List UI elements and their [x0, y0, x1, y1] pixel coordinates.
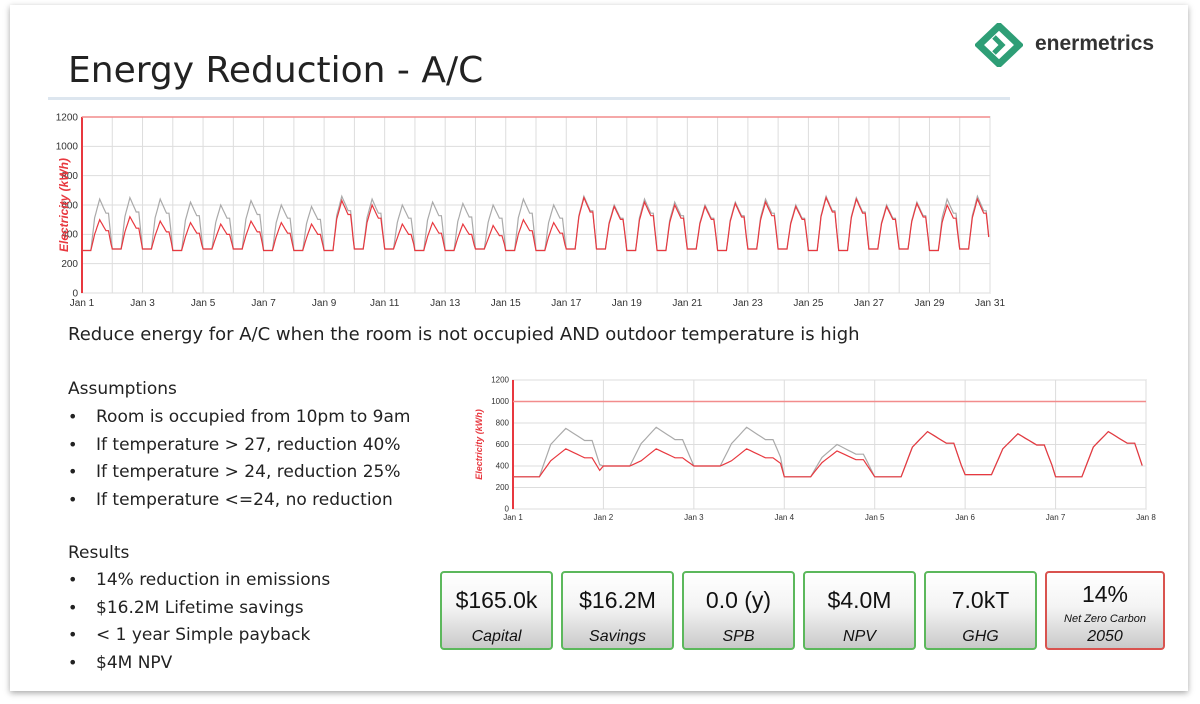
kpi-value: $165.0k [455, 587, 538, 613]
x-tick-label: Jan 29 [914, 298, 944, 309]
x-tick-label: Jan 8 [1136, 513, 1156, 522]
x-tick-label: Jan 25 [793, 298, 823, 309]
x-tick-label: Jan 7 [251, 298, 276, 309]
y-tick-label: 400 [496, 462, 510, 471]
kpi-npv: $4.0M NPV [803, 571, 916, 650]
kpi-ghg: 7.0kT GHG [924, 571, 1037, 650]
brand-name: enermetrics [1035, 32, 1155, 55]
list-item: If temperature <=24, no reduction [68, 486, 410, 514]
y-tick-label: 0 [505, 505, 510, 514]
y-tick-label: 400 [61, 230, 78, 241]
y-axis-label: Electricity (kWh) [474, 409, 484, 480]
x-tick-label: Jan 4 [774, 513, 794, 522]
y-tick-label: 200 [61, 259, 78, 270]
x-tick-label: Jan 11 [370, 298, 400, 309]
y-axis-label: Electricity (kWh) [57, 158, 71, 252]
kpi-spb: 0.0 (y) SPB [682, 571, 795, 650]
slide: Energy Reduction - A/C enermetrics 0 200 4… [10, 5, 1188, 691]
kpi-label: NPV [843, 628, 876, 645]
monthly-electricity-chart: 0 200 400 600 800 1000 1200 Jan 1 Jan 3 Jan 5 Jan … [56, 112, 1006, 309]
list-item: If temperature > 27, reduction 40% [68, 431, 410, 459]
y-tick-label: 800 [61, 171, 78, 182]
x-tick-label: Jan 15 [491, 298, 521, 309]
x-tick-label: Jan 31 [975, 298, 1005, 309]
x-tick-label: Jan 9 [312, 298, 337, 309]
x-tick-label: Jan 5 [191, 298, 216, 309]
kpi-value: 14% [1081, 581, 1129, 607]
kpi-value: $16.2M [579, 587, 656, 613]
assumptions-heading: Assumptions [68, 379, 177, 399]
slide-subtitle: Reduce energy for A/C when the room is n… [68, 324, 860, 345]
x-tick-label: Jan 3 [130, 298, 155, 309]
assumptions-list: Room is occupied from 10pm to 9am If tem… [68, 403, 410, 513]
enermetrics-logo-icon [973, 21, 1025, 69]
x-tick-label: Jan 21 [672, 298, 702, 309]
y-tick-label: 0 [72, 288, 78, 299]
kpi-label: Savings [589, 628, 646, 645]
kpi-net-zero: 14% Net Zero Carbon 2050 [1045, 571, 1165, 650]
y-tick-label: 600 [61, 200, 78, 211]
x-tick-label: Jan 6 [955, 513, 975, 522]
list-item: < 1 year Simple payback [68, 621, 330, 649]
x-tick-label: Jan 1 [70, 298, 95, 309]
kpi-savings: $16.2M Savings [561, 571, 674, 650]
reduced-series-line [513, 430, 1143, 478]
results-list: 14% reduction in emissions $16.2M Lifeti… [68, 566, 330, 676]
brand-logo: enermetrics [973, 21, 1175, 69]
kpi-label-year: 2050 [1087, 628, 1123, 645]
kpi-value: 0.0 (y) [705, 587, 772, 613]
x-tick-label: Jan 5 [865, 513, 885, 522]
x-tick-label: Jan 13 [430, 298, 460, 309]
list-item: 14% reduction in emissions [68, 566, 330, 594]
x-tick-label: Jan 19 [612, 298, 642, 309]
y-tick-label: 1000 [491, 397, 509, 406]
y-tick-label: 200 [496, 483, 510, 492]
x-tick-label: Jan 23 [733, 298, 763, 309]
y-tick-label: 1200 [491, 376, 509, 385]
kpi-label: Capital [471, 628, 522, 645]
kpi-value: 7.0kT [951, 587, 1010, 613]
kpi-value: $4.0M [827, 587, 892, 613]
kpi-label: Net Zero Carbon [1064, 613, 1146, 625]
y-tick-label: 600 [496, 440, 510, 449]
weekly-electricity-chart: 0 200 400 600 800 1000 1200 Jan 1 Jan 2 Jan 3 Jan … [474, 376, 1156, 522]
list-item: If temperature > 24, reduction 25% [68, 458, 410, 486]
y-tick-label: 1000 [56, 142, 79, 153]
list-item: $16.2M Lifetime savings [68, 594, 330, 622]
list-item: $4M NPV [68, 649, 330, 677]
x-tick-label: Jan 17 [551, 298, 581, 309]
x-tick-label: Jan 3 [684, 513, 704, 522]
x-tick-label: Jan 1 [503, 513, 523, 522]
y-tick-label: 1200 [56, 112, 79, 123]
results-heading: Results [68, 543, 130, 563]
x-tick-label: Jan 27 [854, 298, 884, 309]
list-item: Room is occupied from 10pm to 9am [68, 403, 410, 431]
kpi-label: SPB [722, 628, 755, 645]
x-tick-label: Jan 2 [594, 513, 614, 522]
x-tick-label: Jan 7 [1046, 513, 1066, 522]
reduced-series-line [82, 195, 990, 252]
kpi-capital: $165.0k Capital [440, 571, 553, 650]
page-title: Energy Reduction - A/C [68, 50, 484, 91]
y-tick-label: 800 [496, 419, 510, 428]
kpi-label: GHG [962, 628, 999, 645]
title-divider [48, 97, 1010, 100]
kpi-row: $165.0k Capital $16.2M Savings 0.0 (y) S… [440, 571, 1166, 653]
